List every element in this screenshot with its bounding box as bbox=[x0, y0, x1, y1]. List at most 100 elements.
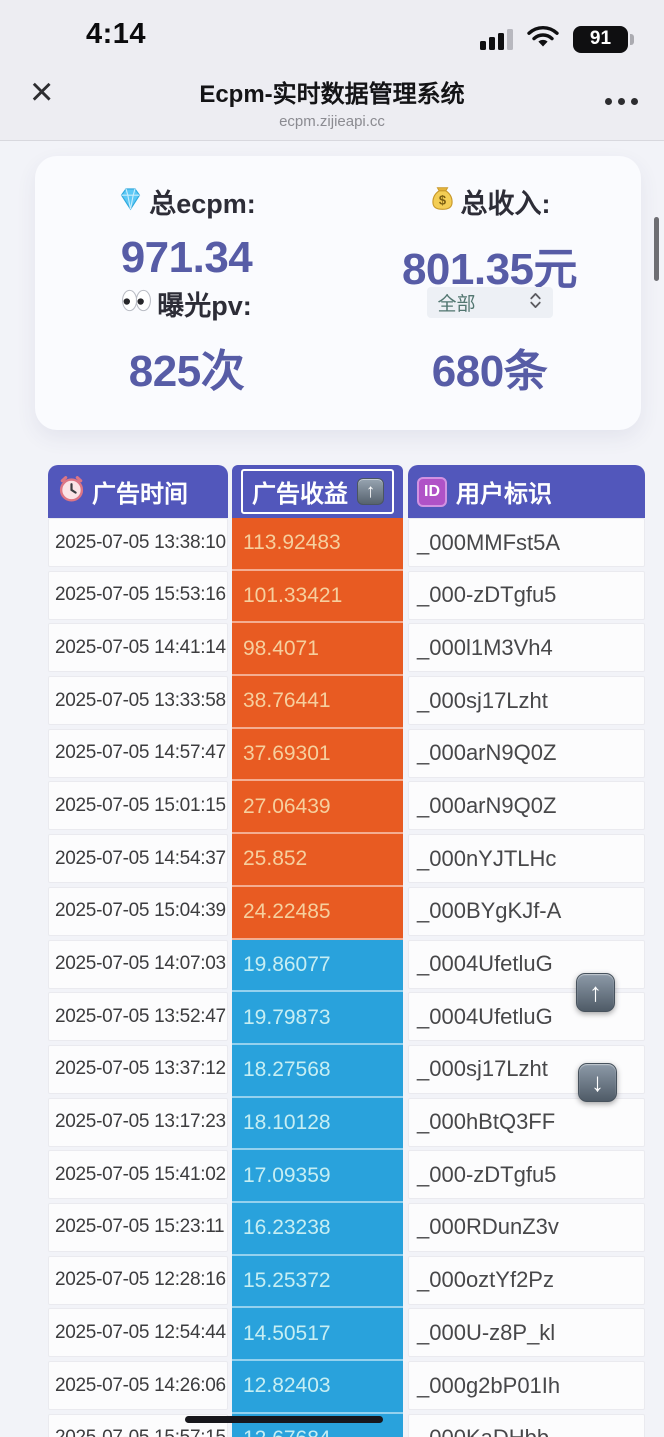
header-ad-revenue[interactable]: 广告收益 ↑ bbox=[232, 465, 403, 518]
table-row: 2025-07-05 14:07:03 19.86077 _0004Ufetlu… bbox=[48, 939, 645, 993]
cell-ad-time: 2025-07-05 15:57:15 bbox=[48, 1413, 228, 1437]
cell-ad-time: 2025-07-05 15:23:11 bbox=[48, 1202, 228, 1252]
stat-total-ecpm: 总ecpm: 971.34 bbox=[35, 182, 338, 283]
cell-user-id: _000arN9Q0Z bbox=[408, 728, 645, 778]
table-row: 2025-07-05 12:28:16 15.25372 _000oztYf2P… bbox=[48, 1255, 645, 1309]
cell-ad-revenue: 18.10128 bbox=[232, 1097, 403, 1151]
scroll-to-bottom-button[interactable]: ↓ bbox=[578, 1063, 617, 1102]
cell-ad-revenue: 19.79873 bbox=[232, 992, 403, 1045]
select-chevrons-icon bbox=[529, 292, 542, 314]
total-income-label: $ 总收入: bbox=[338, 182, 641, 221]
battery-tip bbox=[630, 33, 634, 45]
cell-user-id: _000hBtQ3FF bbox=[408, 1097, 645, 1147]
revenue-sort-box: 广告收益 ↑ bbox=[241, 469, 394, 514]
table-row: 2025-07-05 15:41:02 17.09359 _000-zDTgfu… bbox=[48, 1150, 645, 1203]
cell-user-id: _000l1M3Vh4 bbox=[408, 623, 645, 673]
table-row: 2025-07-05 13:37:12 18.27568 _000sj17Lzh… bbox=[48, 1044, 645, 1098]
eyes-icon bbox=[121, 288, 152, 320]
cell-ad-time: 2025-07-05 13:17:23 bbox=[48, 1097, 228, 1147]
cellular-signal-icon bbox=[480, 28, 513, 50]
table-row: 2025-07-05 14:54:37 25.852 _000nYJTLHc bbox=[48, 834, 645, 887]
table-row: 2025-07-05 13:17:23 18.10128 _000hBtQ3FF bbox=[48, 1097, 645, 1151]
cell-ad-revenue: 113.92483 bbox=[232, 518, 403, 571]
status-icons: 91 bbox=[480, 24, 634, 54]
cell-user-id: _000-zDTgfu5 bbox=[408, 1150, 645, 1200]
cell-ad-revenue: 15.25372 bbox=[232, 1255, 403, 1309]
table-row: 2025-07-05 13:52:47 19.79873 _0004Ufetlu… bbox=[48, 992, 645, 1045]
total-ecpm-label: 总ecpm: bbox=[35, 182, 338, 221]
cell-ad-revenue: 12.82403 bbox=[232, 1361, 403, 1414]
cell-ad-revenue: 101.33421 bbox=[232, 570, 403, 624]
header-user-id: ID 用户标识 bbox=[408, 465, 645, 518]
header-user-id-label: 用户标识 bbox=[456, 481, 552, 508]
filter-selected-value: 全部 bbox=[437, 294, 476, 315]
cell-ad-revenue: 17.09359 bbox=[232, 1150, 403, 1203]
page-title: Ecpm-实时数据管理系统 bbox=[199, 81, 465, 108]
cell-ad-time: 2025-07-05 12:28:16 bbox=[48, 1255, 228, 1305]
table-row: 2025-07-05 14:26:06 12.82403 _000g2bP01I… bbox=[48, 1361, 645, 1414]
cell-ad-time: 2025-07-05 14:07:03 bbox=[48, 939, 228, 989]
exposure-pv-text: 曝光pv: bbox=[157, 291, 252, 321]
cell-user-id: _000-zDTgfu5 bbox=[408, 570, 645, 620]
exposure-pv-value: 825次 bbox=[128, 347, 245, 396]
cell-user-id: _000nYJTLHc bbox=[408, 834, 645, 884]
cell-ad-time: 2025-07-05 13:33:58 bbox=[48, 676, 228, 726]
cell-ad-time: 2025-07-05 15:01:15 bbox=[48, 781, 228, 831]
header-ad-revenue-label: 广告收益 bbox=[252, 481, 348, 508]
record-count-value: 680条 bbox=[431, 347, 548, 396]
cell-ad-time: 2025-07-05 15:53:16 bbox=[48, 570, 228, 620]
table-row: 2025-07-05 14:57:47 37.69301 _000arN9Q0Z bbox=[48, 728, 645, 782]
cell-user-id: _000arN9Q0Z bbox=[408, 781, 645, 831]
stat-exposure-pv: 曝光pv: 825次 bbox=[35, 284, 338, 399]
status-time: 4:14 bbox=[86, 18, 147, 50]
total-income-text: 总收入: bbox=[460, 189, 551, 219]
cell-ad-revenue: 14.50517 bbox=[232, 1308, 403, 1361]
scroll-to-top-button[interactable]: ↑ bbox=[576, 973, 615, 1012]
table-row: 2025-07-05 13:38:10 113.92483 _000MMFst5… bbox=[48, 518, 645, 571]
more-button[interactable] bbox=[605, 98, 638, 105]
table-row: 2025-07-05 15:23:11 16.23238 _000RDunZ3v bbox=[48, 1202, 645, 1256]
cell-ad-time: 2025-07-05 14:26:06 bbox=[48, 1361, 228, 1410]
svg-text:$: $ bbox=[438, 192, 445, 207]
cell-ad-time: 2025-07-05 13:52:47 bbox=[48, 992, 228, 1042]
page-url: ecpm.zijieapi.cc bbox=[279, 113, 385, 130]
table-body: 2025-07-05 13:38:10 113.92483 _000MMFst5… bbox=[48, 518, 645, 1437]
id-badge-icon: ID bbox=[417, 476, 447, 507]
cell-ad-revenue: 98.4071 bbox=[232, 623, 403, 677]
cell-user-id: _000U-z8P_kl bbox=[408, 1308, 645, 1358]
total-ecpm-value: 971.34 bbox=[120, 233, 253, 282]
nav-bar: × Ecpm-实时数据管理系统 ecpm.zijieapi.cc bbox=[0, 62, 664, 140]
cell-ad-time: 2025-07-05 14:57:47 bbox=[48, 728, 228, 778]
cell-user-id: _000BYgKJf-A bbox=[408, 886, 645, 936]
filter-select[interactable]: 全部 bbox=[426, 287, 553, 318]
table-row: 2025-07-05 15:01:15 27.06439 _000arN9Q0Z bbox=[48, 781, 645, 835]
cell-ad-time: 2025-07-05 14:54:37 bbox=[48, 834, 228, 884]
summary-card: 总ecpm: 971.34 $ 总收入: 801.35元 bbox=[35, 156, 641, 430]
battery-indicator: 91 bbox=[573, 25, 634, 53]
cell-ad-time: 2025-07-05 12:54:44 bbox=[48, 1308, 228, 1358]
table-row: 2025-07-05 14:41:14 98.4071 _000l1M3Vh4 bbox=[48, 623, 645, 677]
cell-ad-revenue: 19.86077 bbox=[232, 939, 403, 993]
cell-ad-revenue: 24.22485 bbox=[232, 886, 403, 940]
close-icon[interactable]: × bbox=[30, 70, 54, 114]
cell-user-id: _000sj17Lzht bbox=[408, 676, 645, 726]
stat-total-income: $ 总收入: 801.35元 bbox=[338, 182, 641, 297]
cell-ad-revenue: 37.69301 bbox=[232, 728, 403, 782]
header-ad-time: 广告时间 bbox=[48, 465, 228, 518]
cell-user-id: _000KaDHbb bbox=[408, 1413, 645, 1437]
battery-percent: 91 bbox=[573, 25, 628, 53]
total-ecpm-text: 总ecpm: bbox=[149, 189, 256, 219]
sort-ascending-icon: ↑ bbox=[357, 478, 384, 505]
table-header-row: 广告时间 广告收益 ↑ ID 用户标识 bbox=[48, 465, 645, 518]
table-row: 2025-07-05 15:04:39 24.22485 _000BYgKJf-… bbox=[48, 886, 645, 940]
cell-ad-revenue: 38.76441 bbox=[232, 676, 403, 729]
page-scrollbar-thumb[interactable] bbox=[654, 217, 659, 281]
cell-ad-time: 2025-07-05 15:41:02 bbox=[48, 1150, 228, 1200]
wifi-icon bbox=[526, 24, 560, 54]
home-indicator bbox=[185, 1416, 383, 1423]
exposure-pv-label: 曝光pv: bbox=[35, 284, 338, 323]
cell-ad-time: 2025-07-05 13:38:10 bbox=[48, 518, 228, 567]
stat-record-count: 全部 680条 bbox=[338, 284, 641, 399]
cell-ad-time: 2025-07-05 14:41:14 bbox=[48, 623, 228, 673]
